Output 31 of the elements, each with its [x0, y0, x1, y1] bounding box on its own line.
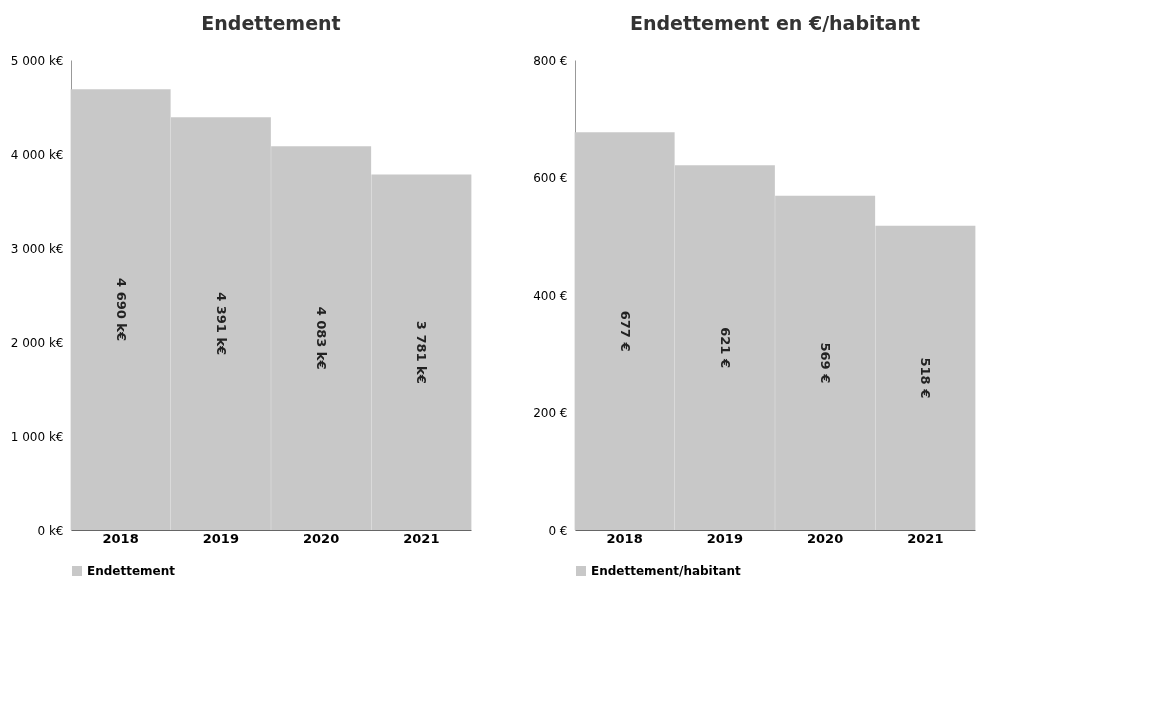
y-tick-label: 600 €	[533, 171, 568, 185]
x-tick-label: 2019	[202, 530, 239, 546]
y-tick-label: 2 000 k€	[10, 335, 64, 350]
x-tick-label: 2021	[907, 530, 944, 546]
data-label: 621 €	[717, 327, 733, 368]
y-tick-label: 0 k€	[37, 523, 64, 538]
y-tick-label: 800 €	[533, 53, 568, 68]
data-label: 518 €	[918, 357, 934, 399]
data-label: 3 781 k€	[414, 320, 430, 384]
y-tick-label: 400 €	[533, 288, 568, 303]
x-tick-label: 2020	[807, 530, 844, 546]
legend-label: Endettement	[87, 564, 176, 578]
data-label: 677 €	[617, 310, 633, 352]
chart-title: Endettement en €/habitant	[629, 12, 921, 34]
legend-label: Endettement/habitant	[591, 564, 742, 578]
y-tick-label: 4 000 k€	[10, 147, 64, 162]
x-tick-label: 2018	[102, 530, 139, 546]
x-tick-label: 2021	[403, 530, 440, 546]
y-tick-label: 3 000 k€	[10, 241, 64, 256]
data-label: 4 083 k€	[314, 306, 330, 370]
data-label: 4 391 k€	[213, 292, 229, 356]
y-tick-label: 200 €	[533, 406, 568, 420]
x-tick-label: 2020	[303, 530, 340, 546]
x-tick-label: 2018	[606, 530, 643, 546]
data-label: 569 €	[818, 342, 834, 384]
y-tick-label: 0 €	[548, 523, 568, 538]
data-label: 4 690 k€	[113, 278, 129, 342]
chart-title: Endettement	[201, 12, 341, 34]
y-tick-label: 1 000 k€	[10, 429, 64, 444]
x-tick-label: 2019	[706, 530, 743, 546]
y-tick-label: 5 000 k€	[10, 53, 64, 68]
